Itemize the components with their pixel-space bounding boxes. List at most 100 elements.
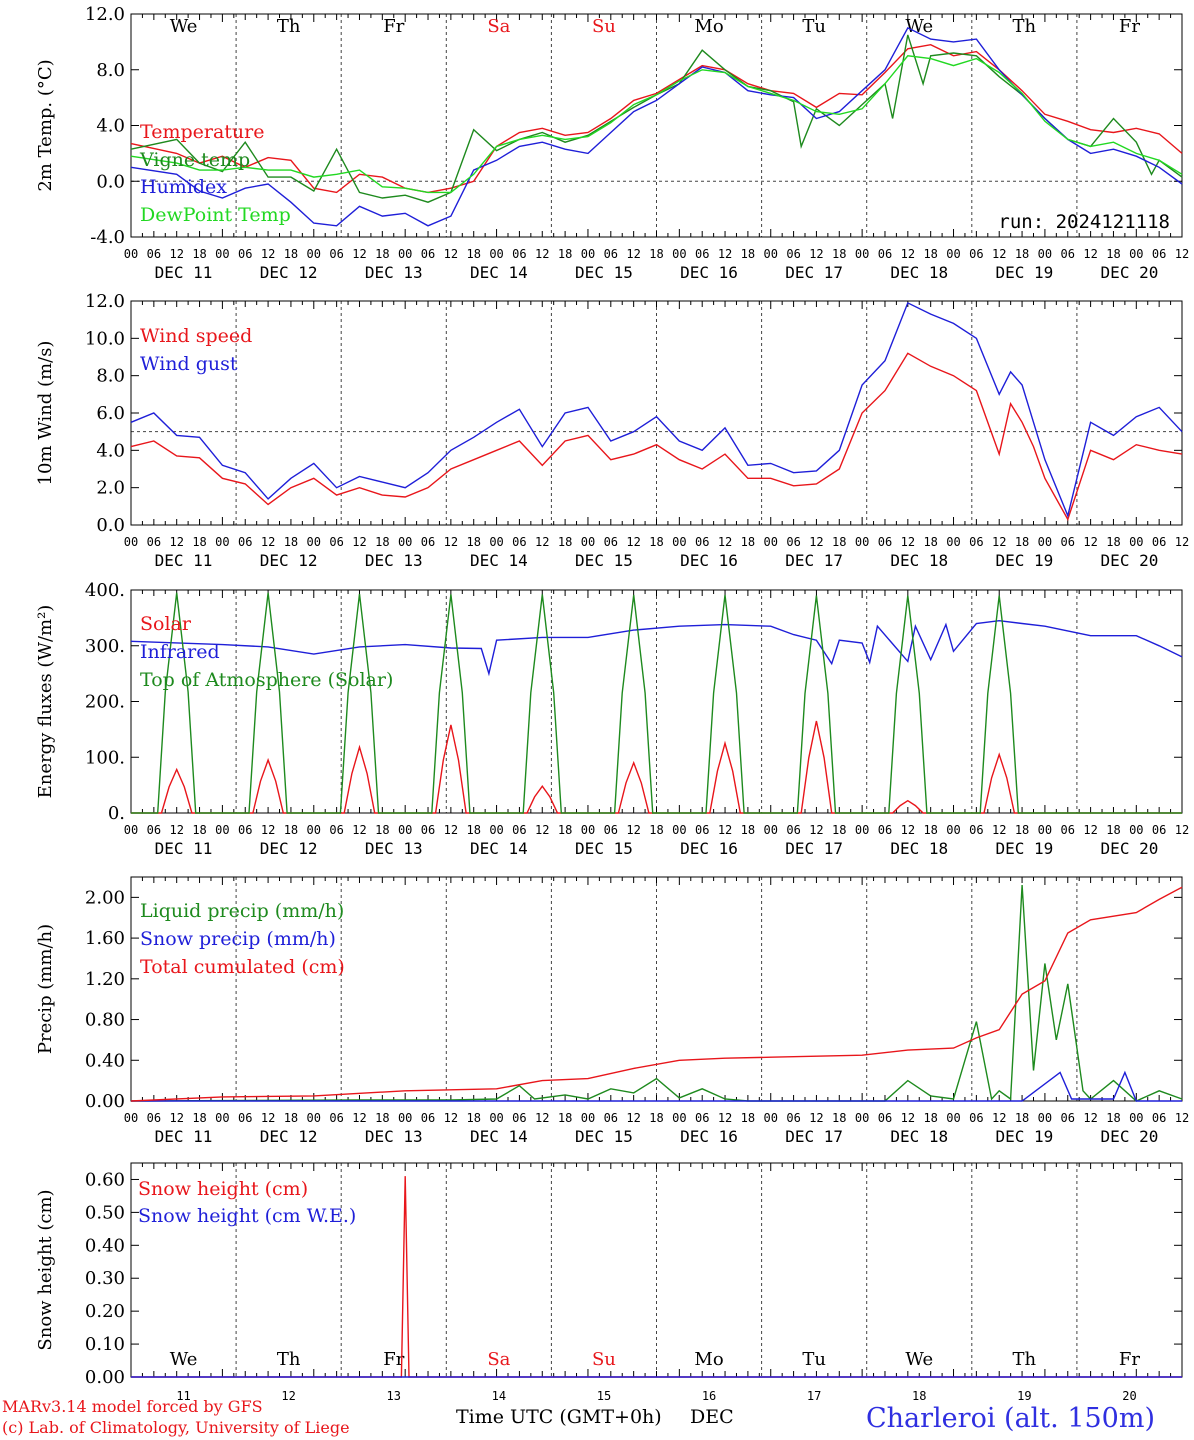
legend-entry: Snow height (cm W.E.) (138, 1205, 356, 1227)
date-label: DEC 15 (575, 1127, 633, 1146)
hour-label: 06 (786, 535, 800, 549)
series-line-liquid-precip-mm-h- (130, 885, 1183, 1102)
series-line-snow-precip-mm-h- (131, 1070, 1182, 1102)
hour-label: 18 (649, 1111, 663, 1125)
legend-entry: Vigne temp (139, 149, 250, 171)
hour-label: 06 (421, 247, 435, 261)
hour-label: 18 (1106, 823, 1120, 837)
hour-label: 00 (855, 1111, 869, 1125)
date-label: DEC 20 (1101, 839, 1159, 858)
day-number-label: 17 (807, 1389, 821, 1403)
hour-label: 00 (855, 823, 869, 837)
hour-label: 12 (444, 823, 458, 837)
date-label: DEC 13 (365, 1127, 423, 1146)
hour-label: 18 (558, 247, 572, 261)
hour-label: 12 (352, 1111, 366, 1125)
weekday-label: Su (592, 16, 616, 37)
hour-label: 06 (512, 535, 526, 549)
weekday-label: Th (277, 1349, 301, 1370)
date-label: DEC 11 (155, 839, 213, 858)
weekday-label: Mo (694, 1349, 723, 1370)
hour-label: 06 (1061, 1111, 1075, 1125)
hour-label: 00 (1129, 1111, 1143, 1125)
hour-label: 18 (375, 1111, 389, 1125)
hour-label: 00 (489, 247, 503, 261)
hour-label: 18 (923, 247, 937, 261)
date-label: DEC 15 (575, 839, 633, 858)
panel-2: 0.0 2.0 4.0 6.0 8.0 10.0 12.0 10m Wind (m/s) 00 0… (35, 291, 1189, 570)
date-label: DEC 20 (1101, 263, 1159, 282)
date-label: DEC 20 (1101, 1127, 1159, 1146)
hour-label: 12 (901, 1111, 915, 1125)
legend-entry: DewPoint Temp (140, 204, 291, 226)
y-tick-label: 400. (85, 580, 125, 601)
hour-label: 00 (946, 823, 960, 837)
weekday-label: Su (592, 1349, 616, 1370)
hour-label: 12 (992, 247, 1006, 261)
legend-entry: Humidex (140, 176, 227, 198)
hour-label: 00 (946, 247, 960, 261)
hour-label: 00 (764, 823, 778, 837)
y-tick-label: 0.40 (85, 1235, 125, 1256)
hour-label: 18 (284, 823, 298, 837)
weekday-label: Fr (383, 16, 404, 37)
hour-label: 12 (261, 823, 275, 837)
series-group (131, 1176, 1182, 1378)
hour-label: 18 (832, 1111, 846, 1125)
hour-label: 00 (855, 535, 869, 549)
hour-label: 06 (969, 823, 983, 837)
hour-label: 06 (238, 823, 252, 837)
hour-label: 06 (695, 247, 709, 261)
hour-label: 18 (1015, 247, 1029, 261)
hour-label: 00 (764, 535, 778, 549)
date-label: DEC 19 (995, 1127, 1053, 1146)
hour-label: 06 (512, 823, 526, 837)
y-tick-label: 1.60 (85, 928, 125, 949)
weekday-label: Th (1013, 1349, 1037, 1370)
hour-label: 00 (581, 247, 595, 261)
hour-label: 06 (695, 535, 709, 549)
y-tick-label: 0.00 (85, 1091, 125, 1112)
date-label: DEC 12 (260, 1127, 318, 1146)
series-group (130, 26, 1183, 227)
hour-label: 18 (649, 535, 663, 549)
date-label: DEC 11 (155, 1127, 213, 1146)
hour-label: 12 (626, 247, 640, 261)
series-line-infrared (130, 619, 1183, 677)
hour-label: 12 (1083, 1111, 1097, 1125)
hour-label: 00 (1129, 823, 1143, 837)
y-tick-label: 8.0 (96, 60, 125, 81)
hour-label: 06 (512, 1111, 526, 1125)
series-line-vigne-temp (130, 34, 1183, 203)
hour-label: 12 (352, 247, 366, 261)
hour-label: 06 (1152, 247, 1166, 261)
y-tick-label: -4.0 (90, 227, 125, 248)
hour-label: 06 (786, 247, 800, 261)
hour-label: 12 (992, 535, 1006, 549)
day-number-label: 12 (281, 1389, 295, 1403)
hour-label: 06 (329, 535, 343, 549)
legend-entry: Wind gust (140, 353, 238, 375)
y-tick-label: 2.0 (96, 478, 125, 499)
y-tick-label: 0.00 (85, 1367, 125, 1388)
legend-entry: Total cumulated (cm) (140, 956, 345, 978)
hour-label: 12 (1175, 247, 1189, 261)
hour-label: 12 (626, 535, 640, 549)
hour-label: 12 (901, 535, 915, 549)
hour-label: 12 (1175, 823, 1189, 837)
hour-label: 06 (604, 1111, 618, 1125)
weekday-label: Th (1013, 16, 1037, 37)
day-number-label: 16 (702, 1389, 716, 1403)
hour-label: 18 (466, 1111, 480, 1125)
hour-label: 12 (992, 1111, 1006, 1125)
series-line-wind-speed (130, 352, 1183, 522)
hour-label: 18 (1106, 247, 1120, 261)
hour-label: 18 (375, 823, 389, 837)
hour-label: 00 (215, 1111, 229, 1125)
hour-label: 18 (558, 1111, 572, 1125)
x-axis-title: Time UTC (GMT+0h) (456, 1406, 662, 1428)
hour-label: 06 (1152, 535, 1166, 549)
hour-label: 06 (1152, 823, 1166, 837)
y-tick-label: 0. (108, 803, 125, 824)
hour-label: 06 (878, 247, 892, 261)
